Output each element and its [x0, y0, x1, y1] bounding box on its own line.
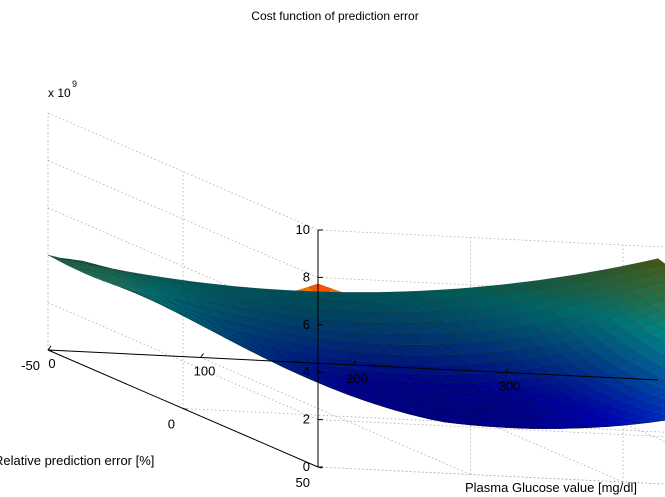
grid-line — [47, 160, 319, 278]
x-tick-label: 300 — [499, 379, 521, 394]
grid-line — [47, 302, 319, 420]
z-multiplier-exponent: 9 — [72, 79, 77, 89]
x-tick-mark — [505, 368, 509, 373]
surface-patch — [658, 308, 665, 316]
x-tick-mark — [200, 353, 204, 358]
z-tick-label: 10 — [296, 222, 310, 237]
surface-patch — [660, 406, 665, 409]
surface-patch — [660, 387, 665, 392]
x-tick-label: 100 — [194, 364, 216, 379]
z-tick-label: 8 — [303, 269, 310, 284]
y-tick-mark — [47, 349, 53, 352]
surface-patch — [659, 337, 665, 344]
chart-title: Cost function of prediction error — [251, 9, 418, 23]
y-tick-mark — [182, 408, 188, 410]
x-tick-label: 200 — [346, 371, 368, 386]
y-axis-label: Relative prediction error [%] — [0, 453, 154, 468]
z-multiplier-label: x 10 — [48, 86, 71, 100]
grid-line — [47, 112, 319, 231]
z-tick-label: 0 — [303, 459, 310, 474]
y-tick-label: 0 — [168, 417, 175, 432]
z-tick-label: 4 — [303, 364, 310, 379]
x-tick-mark — [352, 360, 357, 366]
x-tick-label: 0 — [48, 356, 55, 371]
grid-line — [200, 357, 471, 475]
x-axis-label: Plasma Glucose value [mg/dl] — [465, 480, 637, 495]
surface-plot — [47, 254, 665, 429]
surface-patch — [47, 254, 71, 261]
grid-line — [317, 419, 665, 438]
surface-patch — [659, 364, 665, 370]
x-tick-mark — [47, 345, 52, 351]
y-tick-label: 50 — [296, 475, 310, 490]
y-tick-label: -50 — [21, 358, 40, 373]
grid-line — [317, 229, 665, 248]
z-tick-label: 6 — [303, 317, 310, 332]
axes-frame — [47, 229, 659, 469]
z-tick-label: 2 — [303, 412, 310, 427]
